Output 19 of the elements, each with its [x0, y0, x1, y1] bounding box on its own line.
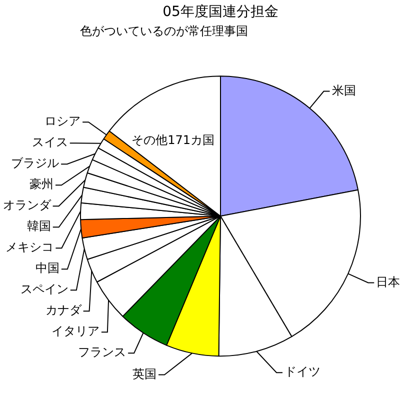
- slice-label: 韓国: [26, 219, 51, 234]
- slice-label: オランダ: [2, 198, 52, 212]
- slice-label: イタリア: [51, 324, 100, 338]
- slice-label: その他171カ国: [132, 132, 214, 147]
- slice-label: 中国: [35, 261, 60, 276]
- slice-label: ブラジル: [11, 156, 60, 170]
- slice-label: メキシコ: [6, 240, 54, 254]
- slice-label: 英国: [132, 366, 156, 381]
- slice-label: スイス: [32, 135, 68, 150]
- slice-label: ロシア: [44, 114, 81, 128]
- slice-label: フランス: [78, 345, 126, 360]
- slice-label: カナダ: [45, 303, 82, 318]
- slice-label: スペイン: [20, 282, 68, 296]
- chart-title: 05年度国連分担金: [162, 4, 278, 20]
- slice-label: 日本: [376, 274, 400, 289]
- chart-subtitle: 色がついているのが常任理事国: [80, 24, 248, 38]
- slice-label: 豪州: [29, 177, 54, 192]
- slice-label: 米国: [332, 83, 356, 98]
- slice-label: ドイツ: [284, 364, 320, 379]
